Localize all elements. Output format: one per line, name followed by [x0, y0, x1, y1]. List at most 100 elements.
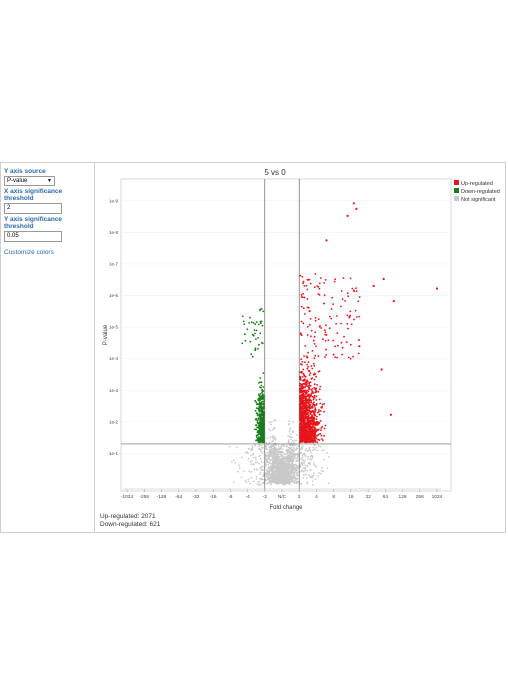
data-point [312, 396, 315, 399]
y-axis-source-select[interactable]: P-value ▼ [4, 176, 55, 186]
data-point [300, 358, 303, 361]
data-point [287, 478, 290, 481]
data-point [232, 481, 235, 484]
data-point [255, 407, 258, 409]
data-point [299, 382, 301, 385]
data-point [271, 440, 274, 443]
data-point [290, 480, 293, 483]
data-point [265, 472, 268, 475]
data-point [299, 406, 302, 409]
data-point [255, 439, 257, 442]
data-point [272, 450, 275, 452]
data-point [301, 470, 304, 472]
data-point [268, 478, 270, 480]
data-point [252, 480, 255, 483]
data-point [311, 410, 314, 413]
data-point [284, 453, 287, 456]
data-point [254, 323, 257, 326]
data-point [258, 455, 261, 457]
data-point [304, 382, 306, 385]
data-point [248, 322, 251, 324]
data-point [311, 388, 314, 390]
data-point [259, 421, 262, 424]
data-point [315, 422, 318, 424]
data-point [271, 464, 274, 467]
data-point [282, 460, 284, 463]
data-point [322, 448, 325, 451]
volcano-plot-panel: Y axis source P-value ▼ X axis significa… [0, 162, 506, 533]
data-point [299, 415, 302, 417]
data-point [346, 314, 349, 317]
data-point [319, 402, 322, 405]
data-point [306, 334, 309, 336]
data-point [296, 464, 298, 467]
data-point [300, 424, 303, 427]
data-point [302, 372, 305, 375]
data-point [258, 417, 260, 420]
data-point [316, 421, 319, 423]
data-point [302, 322, 305, 325]
data-point [243, 333, 246, 336]
dropdown-arrow-icon: ▼ [47, 178, 52, 184]
data-point [304, 393, 307, 395]
data-point [267, 466, 270, 468]
data-point [323, 434, 325, 437]
chart-title: 5 vs 0 [264, 168, 286, 177]
x-tick-label: 16 [348, 494, 354, 500]
data-point [325, 348, 327, 351]
data-point [303, 296, 306, 299]
data-point [308, 323, 311, 326]
data-point [306, 469, 309, 472]
x-tick-label: -16 [210, 494, 217, 500]
data-point [312, 463, 315, 466]
data-point [309, 468, 311, 471]
data-point [261, 482, 264, 485]
x-tick-label: N/C [278, 494, 287, 500]
data-point [289, 429, 292, 431]
data-point [283, 483, 286, 486]
data-point [262, 403, 265, 406]
data-point [264, 445, 267, 448]
data-point [276, 476, 278, 479]
data-point [256, 426, 258, 429]
data-point [260, 320, 263, 323]
data-point [274, 426, 276, 429]
data-point [255, 458, 257, 461]
down-regulated-count: Down-regulated: 621 [100, 521, 161, 528]
data-point [304, 455, 307, 458]
data-point [272, 471, 275, 474]
data-point [240, 456, 243, 459]
customize-colors-link[interactable]: Customize colors [4, 249, 54, 256]
data-point [312, 439, 315, 442]
data-point [268, 470, 271, 472]
data-point [313, 448, 315, 451]
data-point [310, 400, 313, 402]
data-point [304, 414, 307, 417]
data-point [392, 300, 395, 303]
y-threshold-input[interactable]: 0.05 [4, 231, 62, 242]
data-point [276, 458, 278, 460]
data-point [274, 455, 277, 458]
data-point [249, 340, 252, 343]
data-point [305, 284, 308, 287]
data-point [309, 381, 312, 383]
x-tick-label: -256 [139, 494, 149, 500]
data-point [319, 432, 322, 435]
data-point [312, 392, 315, 394]
data-point [262, 397, 264, 399]
data-point [278, 465, 281, 468]
x-threshold-input[interactable]: 2 [4, 203, 62, 214]
data-point [285, 464, 287, 467]
data-point [301, 427, 304, 430]
data-point [244, 451, 247, 454]
data-point [308, 384, 311, 387]
data-point [321, 405, 323, 408]
data-point [358, 339, 360, 341]
data-point [315, 395, 318, 398]
data-point [311, 475, 314, 477]
data-point [264, 463, 267, 465]
data-point [284, 475, 287, 477]
data-point [301, 464, 304, 467]
data-point [306, 367, 309, 370]
data-point [260, 435, 263, 437]
